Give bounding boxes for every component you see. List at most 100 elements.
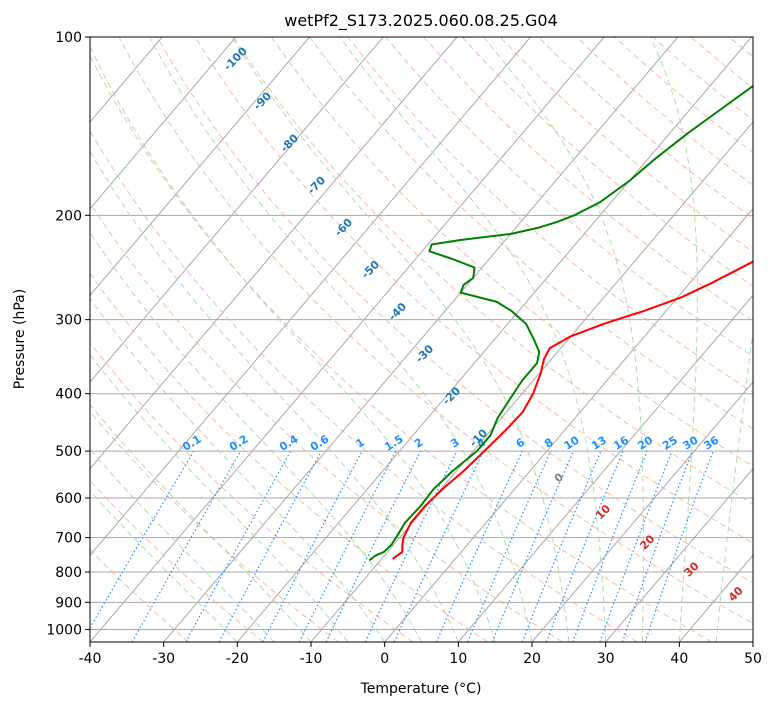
temperature-profile-line (392, 260, 753, 560)
mixing-ratio-label: 3 (448, 436, 461, 451)
dry-adiabat-label: -50 (359, 258, 382, 281)
mixing-ratio-line (572, 450, 648, 642)
mixing-ratio-label: 16 (611, 433, 631, 452)
x-tick-label: 50 (744, 651, 762, 667)
moist-adiabat-line (90, 231, 422, 642)
isotherm-line (236, 37, 752, 642)
mixing-ratio-line (491, 450, 575, 642)
dry-adiabat-line (232, 37, 753, 505)
dry-adiabat-line (90, 202, 563, 642)
x-tick-label: 0 (380, 651, 389, 667)
mixing-ratio-line (325, 450, 422, 642)
profile-lines (368, 84, 753, 562)
moist-adiabat-line (339, 37, 607, 642)
isotherm-line (310, 121, 753, 642)
isotherm-line (90, 37, 384, 383)
moist-adiabat-line (231, 37, 570, 642)
moist-adiabat-line (649, 37, 698, 642)
dry-adiabat-line (767, 37, 775, 642)
mixing-ratio-line (131, 450, 242, 642)
moist-adiabat-label: 40 (726, 584, 746, 604)
moist-adiabat-line (752, 638, 753, 642)
y-tick-label: 200 (55, 208, 82, 224)
y-tick-label: 400 (55, 387, 82, 403)
x-tick-label: 30 (597, 651, 615, 667)
moist-adiabat-line (90, 403, 312, 642)
mixing-ratio-line (185, 450, 292, 642)
mixing-ratio-label: 36 (701, 433, 721, 452)
dry-adiabat-line (90, 272, 488, 642)
dry-adiabat-line (90, 548, 190, 642)
isotherm-line (752, 641, 753, 642)
dry-adiabat-line (90, 342, 414, 642)
moist-adiabat-line (90, 490, 238, 642)
dry-adiabat-line (90, 410, 339, 642)
moist-adiabat-line (90, 45, 496, 642)
dry-adiabat-line (499, 37, 753, 253)
isotherm-line (90, 37, 310, 297)
moist-adiabat-line (149, 37, 533, 642)
plot-frame (89, 36, 754, 643)
dry-adiabat-line (156, 37, 753, 584)
y-tick-label: 100 (55, 30, 82, 46)
dry-adiabat-line (90, 129, 638, 642)
dry-adiabat-line (537, 37, 753, 219)
isotherm-line (605, 467, 753, 642)
dry-adiabat-line (90, 54, 712, 642)
mixing-ratio-label: 25 (660, 434, 680, 453)
y-tick-label: 300 (55, 313, 82, 329)
dry-adiabat-line (652, 37, 753, 121)
y-tick-label: 500 (55, 444, 82, 460)
isotherm-line (90, 37, 605, 642)
x-tick-label: 10 (449, 651, 467, 667)
y-tick-label: 800 (55, 565, 82, 581)
chart-title: wetPf2_S173.2025.060.08.25.G04 (284, 11, 558, 31)
axis-ticks: -40 -30 -20 -10 0 10 20 30 40 5010020030040050060… (46, 30, 762, 667)
dry-adiabat-line (423, 37, 753, 322)
moist-adiabat-label: 20 (637, 532, 657, 552)
mixing-ratio-label: 30 (681, 433, 701, 452)
dry-adiabat-line (385, 37, 753, 357)
dry-adiabat-line (309, 37, 753, 430)
moist-adiabat-line (90, 354, 349, 642)
mixing-ratio-line (644, 450, 714, 642)
mixing-ratio-line (90, 450, 195, 630)
adiabat-labels: 0.1 0.2 0.4 0.6 1 1.5 2 3 4 6 8 10 13 16 20 25 30 36-100-… (180, 44, 746, 604)
isotherm-line (90, 37, 531, 557)
dry-adiabat-line (347, 37, 753, 393)
moist-adiabat-label: 10 (593, 502, 613, 522)
mixing-ratio-line (521, 450, 602, 642)
mixing-ratio-line (218, 450, 323, 642)
mixing-ratio-line (435, 450, 523, 642)
y-tick-label: 600 (55, 491, 82, 507)
background-lines (90, 37, 775, 642)
mixing-ratio-label: 1 (354, 436, 367, 451)
mixing-ratio-line (262, 450, 363, 642)
dry-adiabat-label: -80 (278, 131, 301, 154)
x-tick-label: -20 (226, 651, 249, 667)
isotherm-line (163, 37, 679, 642)
dry-adiabat-line (194, 37, 753, 544)
mixing-ratio-line (621, 450, 693, 642)
mixing-ratio-label: 6 (514, 435, 528, 450)
moist-adiabat-line (90, 150, 459, 642)
dry-adiabat-line (461, 37, 753, 287)
dry-adiabat-label: -20 (440, 384, 463, 407)
y-tick-label: 700 (55, 531, 82, 547)
dry-adiabat-line (270, 37, 753, 467)
dry-adiabat-line (690, 37, 753, 89)
mixing-ratio-label: 0.6 (308, 432, 332, 454)
x-tick-label: 40 (670, 651, 688, 667)
isotherm-line (90, 37, 458, 470)
isotherm-line (90, 37, 237, 210)
isotherm-line (457, 294, 753, 642)
x-axis-label: Temperature (°C) (360, 681, 482, 697)
mixing-ratio-line (298, 450, 397, 642)
mixing-ratio-label: 20 (635, 433, 655, 452)
mixing-ratio-line (393, 450, 484, 642)
dewpoint-profile-line (368, 84, 753, 562)
dry-adiabat-line (576, 37, 753, 186)
mixing-ratio-label: 10 (562, 433, 582, 452)
moist-adiabat-line (90, 297, 386, 642)
